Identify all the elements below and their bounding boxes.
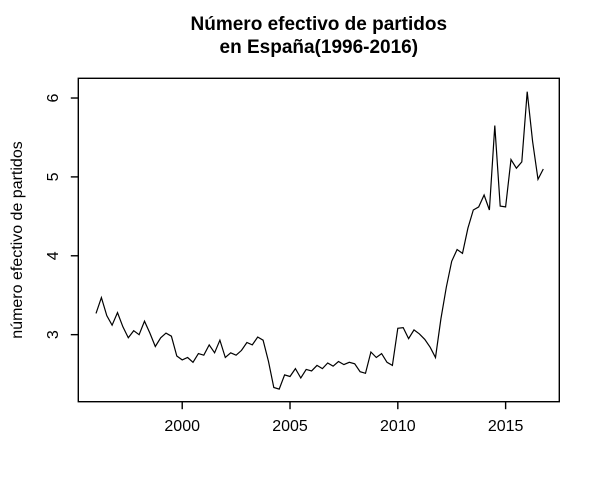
- y-tick-label: 3: [45, 330, 62, 339]
- y-tick-label: 4: [45, 251, 62, 260]
- chart-title-line1: Número efectivo de partidos: [191, 14, 448, 35]
- x-tick-label: 2000: [164, 418, 200, 435]
- y-tick-label: 6: [45, 93, 62, 102]
- x-tick-label: 2010: [380, 418, 416, 435]
- chart-title-line2: en España(1996-2016): [220, 37, 419, 58]
- x-tick-label: 2005: [272, 418, 308, 435]
- x-axis: 2000 2005 2010 2015: [164, 401, 524, 435]
- y-tick-label: 5: [45, 172, 62, 181]
- y-axis-title: número efectivo de partidos: [9, 141, 26, 338]
- x-tick-label: 2015: [488, 418, 524, 435]
- chart-title: Número efectivo de partidos en España(19…: [191, 14, 448, 58]
- y-axis: 3 4 5 6: [45, 93, 79, 339]
- data-line: [95, 91, 544, 390]
- plot-box: [77, 77, 561, 403]
